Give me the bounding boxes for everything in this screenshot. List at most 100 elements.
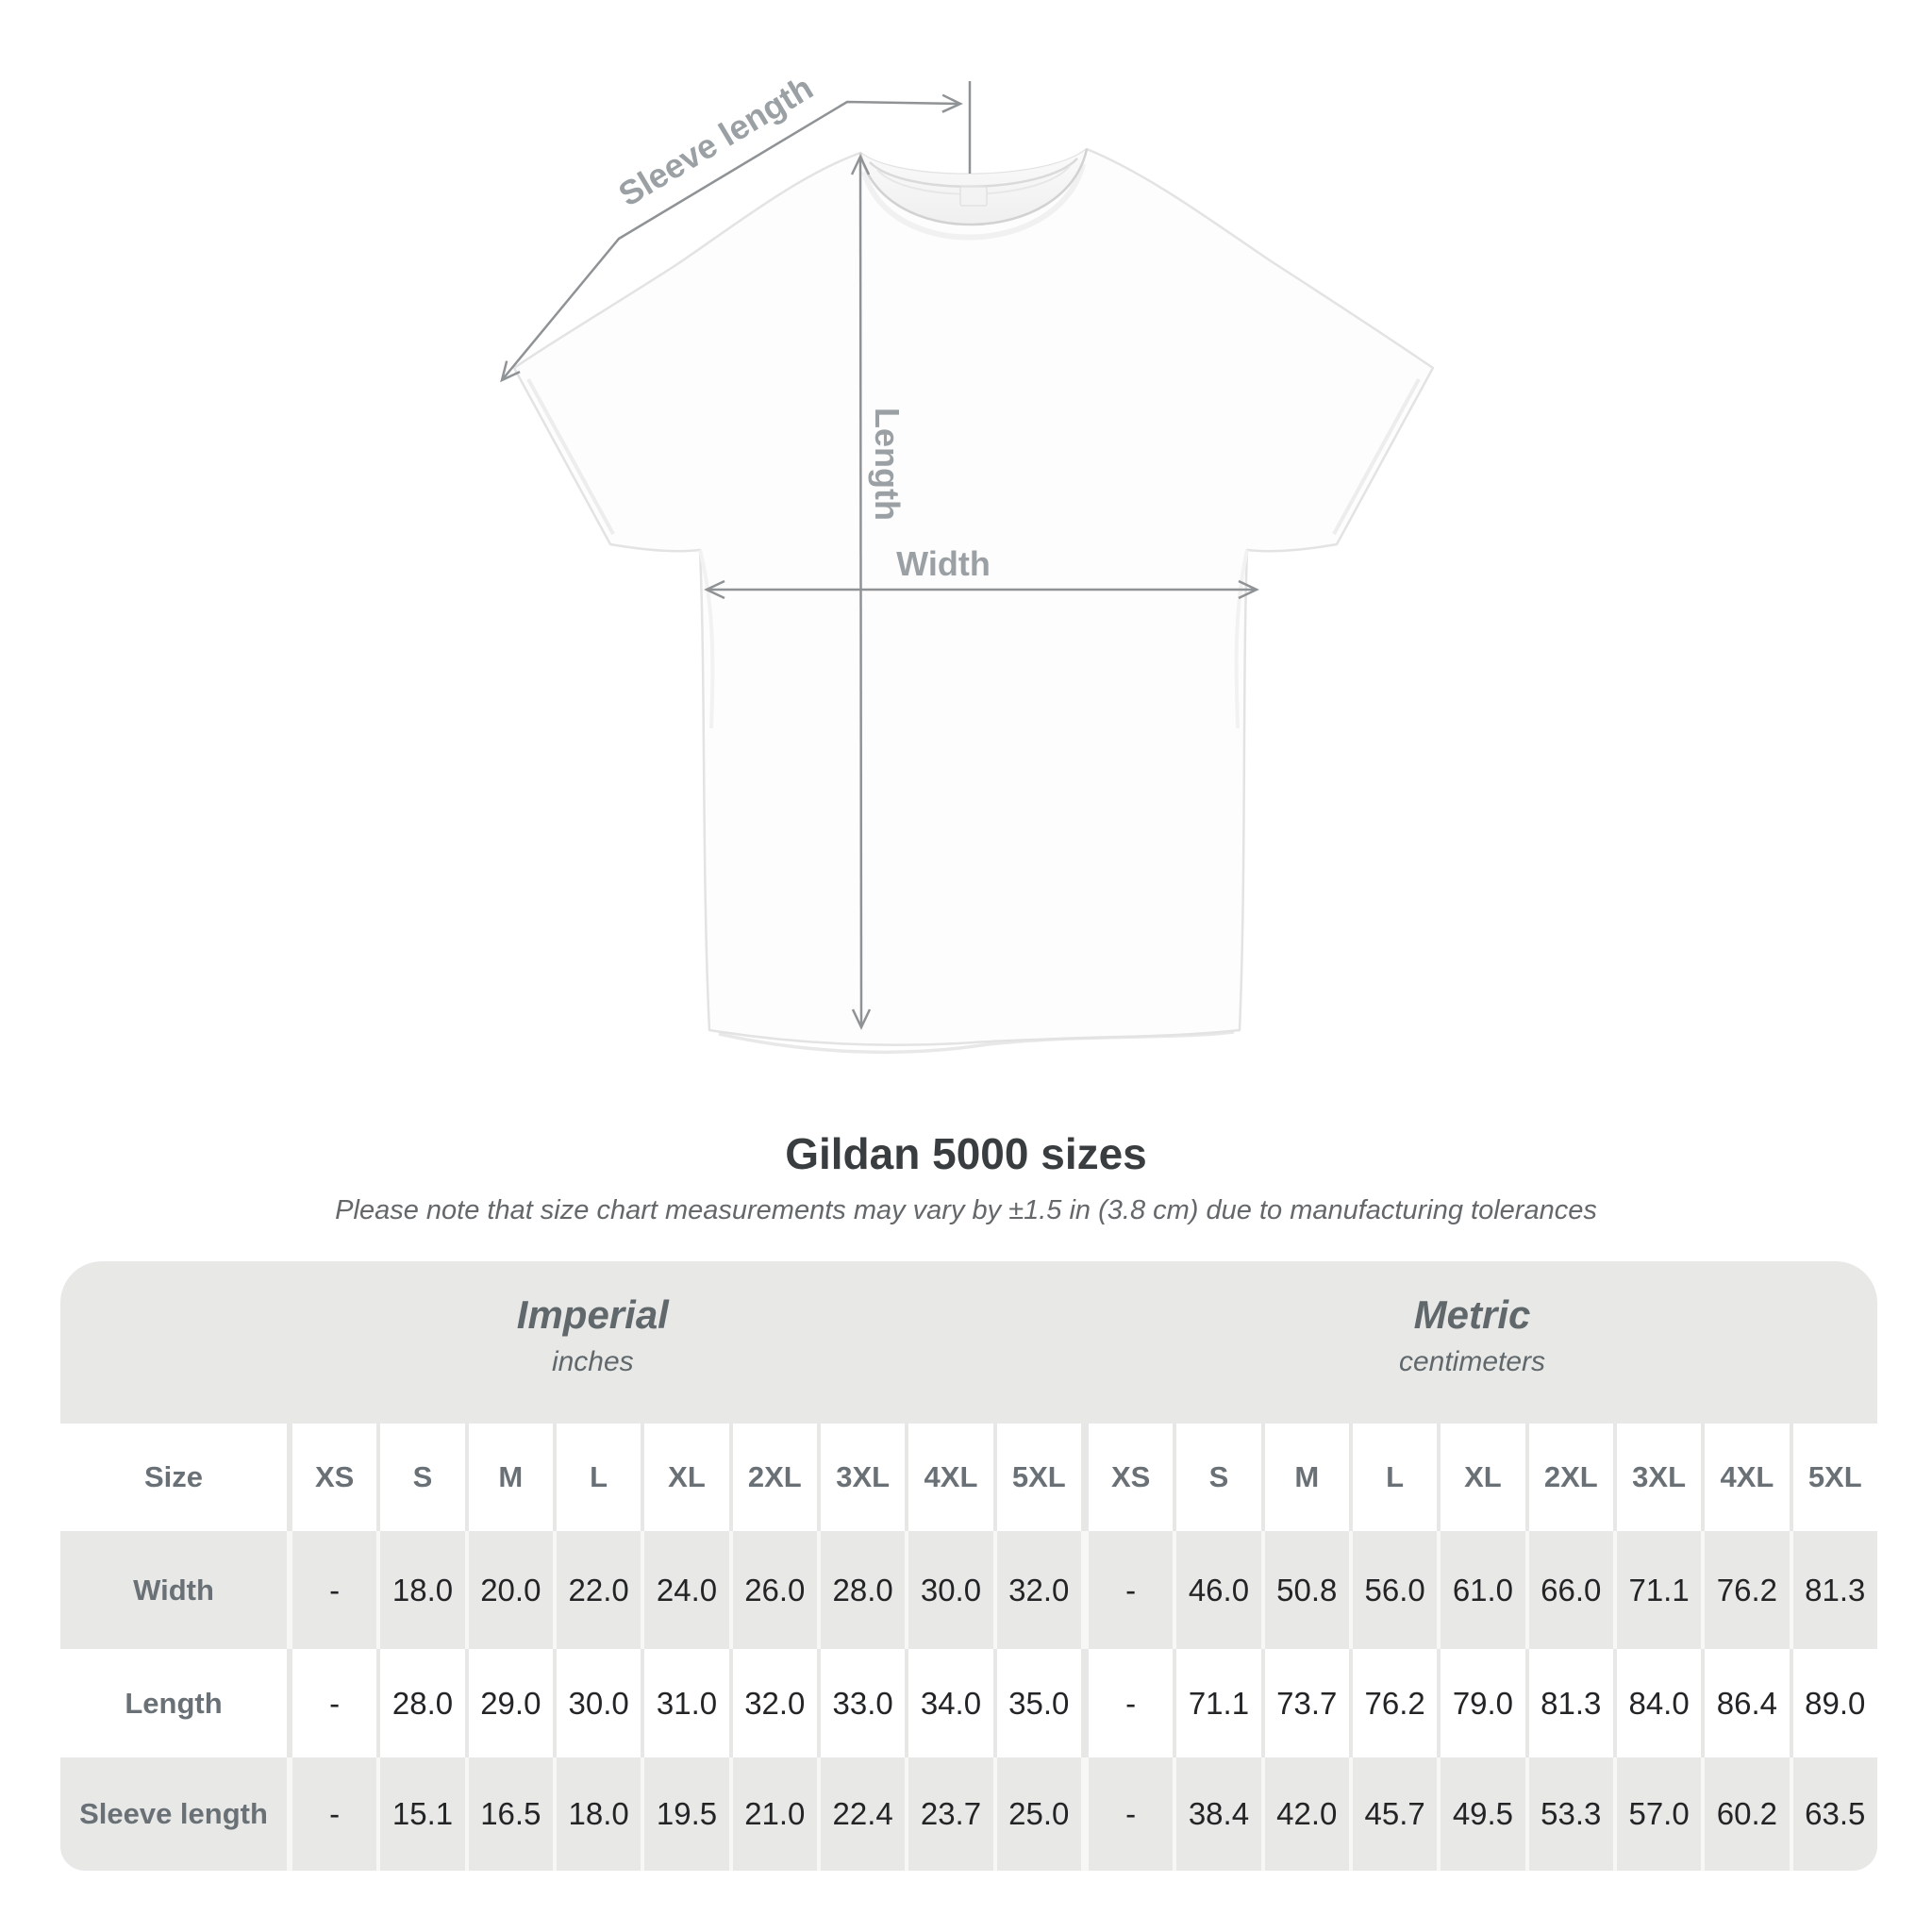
table-cell: - (287, 1649, 377, 1757)
table-cell: - (287, 1757, 377, 1871)
column-header: S (376, 1424, 465, 1531)
dimension-lines (500, 81, 1259, 1030)
table-cell: 73.7 (1260, 1649, 1349, 1757)
table-row: Sleeve length -15.1 16.5 18.0 19.5 21.0 22.4 23… (60, 1757, 1877, 1871)
table-cell: 18.0 (376, 1531, 465, 1649)
table-cell: 30.0 (905, 1531, 993, 1649)
column-header: 2XL (728, 1424, 817, 1531)
column-header: 5XL (1789, 1424, 1877, 1531)
table-cell: 25.0 (992, 1757, 1081, 1871)
table-cell: 32.0 (728, 1649, 817, 1757)
table-cell: 28.0 (816, 1531, 906, 1649)
column-header: L (552, 1424, 641, 1531)
tshirt-graphic (512, 147, 1435, 1055)
table-cell: 21.0 (728, 1757, 817, 1871)
table-cell: 50.8 (1260, 1531, 1349, 1649)
column-header: 4XL (905, 1424, 993, 1531)
table-cell: 26.0 (728, 1531, 817, 1649)
table-cell: - (1080, 1757, 1174, 1871)
column-header: XS (287, 1424, 377, 1531)
table-cell: 34.0 (905, 1649, 993, 1757)
table-cell: 53.3 (1524, 1757, 1613, 1871)
table-header-row: Size XS S M L XL 2XL 3XL 4XL 5XL XS S M L XL 2XL 3XL 4XL 5… (60, 1424, 1877, 1531)
page-subtitle: Please note that size chart measurements… (335, 1195, 1597, 1225)
column-header: 2XL (1524, 1424, 1613, 1531)
imperial-section-header: Imperial inches (517, 1261, 669, 1424)
column-header: XS (1080, 1424, 1174, 1531)
table-cell: 79.0 (1437, 1649, 1525, 1757)
tshirt-measurement-diagram: Sleeve length Length Width (500, 68, 1435, 1055)
table-cell: 32.0 (992, 1531, 1081, 1649)
table-cell: 23.7 (905, 1757, 993, 1871)
table-cell: 63.5 (1789, 1757, 1877, 1871)
table-cell: 81.3 (1524, 1649, 1613, 1757)
table-cell: 19.5 (641, 1757, 729, 1871)
size-table-rows: Size XS S M L XL 2XL 3XL 4XL 5XL XS S M L XL 2XL 3XL 4XL 5… (60, 1424, 1877, 1871)
table-cell: - (287, 1531, 377, 1649)
table-cell: 18.0 (552, 1757, 641, 1871)
table-cell: 16.5 (464, 1757, 553, 1871)
tshirt-body (512, 147, 1435, 1046)
size-chart-table: Imperial inches Metric centimeters Size X… (60, 1261, 1877, 1871)
length-label: Length (868, 408, 907, 521)
table-cell: 35.0 (992, 1649, 1081, 1757)
table-cell: 66.0 (1524, 1531, 1613, 1649)
table-cell: 42.0 (1260, 1757, 1349, 1871)
table-cell: 76.2 (1348, 1649, 1438, 1757)
hem-shadow (718, 1030, 1235, 1055)
table-cell: 61.0 (1437, 1531, 1525, 1649)
column-header: S (1173, 1424, 1261, 1531)
column-header: L (1348, 1424, 1438, 1531)
table-cell: 84.0 (1612, 1649, 1702, 1757)
page-title: Gildan 5000 sizes (785, 1129, 1147, 1178)
table-cell: 71.1 (1173, 1649, 1261, 1757)
table-row: Length -28.0 29.0 30.0 31.0 32.0 33.0 34.0 35.0-… (60, 1649, 1877, 1757)
table-cell: 46.0 (1173, 1531, 1261, 1649)
length-line (850, 154, 872, 1030)
table-cell: 22.0 (552, 1531, 641, 1649)
table-cell: 45.7 (1348, 1757, 1438, 1871)
width-label: Width (896, 544, 991, 583)
column-header: 3XL (816, 1424, 906, 1531)
table-cell: 56.0 (1348, 1531, 1438, 1649)
table-cell: 49.5 (1437, 1757, 1525, 1871)
column-header: M (1260, 1424, 1349, 1531)
table-cell: 33.0 (816, 1649, 906, 1757)
table-row: Width -18.0 20.0 22.0 24.0 26.0 28.0 30.0 32.0-4… (60, 1531, 1877, 1649)
size-column-header: Size (60, 1424, 287, 1531)
imperial-unit-label: inches (551, 1346, 634, 1378)
row-label: Width (60, 1531, 287, 1649)
table-cell: 86.4 (1701, 1649, 1790, 1757)
column-header: 5XL (992, 1424, 1081, 1531)
table-cell: - (1080, 1649, 1174, 1757)
imperial-label: Imperial (516, 1292, 669, 1337)
table-cell: 29.0 (464, 1649, 553, 1757)
column-header: 3XL (1612, 1424, 1702, 1531)
table-cell: 57.0 (1612, 1757, 1702, 1871)
heading-block: Gildan 5000 sizes Please note that size … (0, 1128, 1932, 1226)
column-header: XL (641, 1424, 729, 1531)
table-cell: 81.3 (1789, 1531, 1877, 1649)
units-banner: Imperial inches Metric centimeters (60, 1261, 1877, 1424)
row-label: Length (60, 1649, 287, 1757)
table-cell: 38.4 (1173, 1757, 1261, 1871)
column-header: M (464, 1424, 553, 1531)
table-cell: 31.0 (641, 1649, 729, 1757)
table-cell: 60.2 (1701, 1757, 1790, 1871)
metric-section-header: Metric centimeters (1399, 1261, 1545, 1424)
table-cell: - (1080, 1531, 1174, 1649)
table-cell: 22.4 (816, 1757, 906, 1871)
table-cell: 24.0 (641, 1531, 729, 1649)
table-cell: 20.0 (464, 1531, 553, 1649)
metric-label: Metric (1413, 1292, 1531, 1337)
sleeve-length-line (500, 93, 963, 383)
column-header: XL (1437, 1424, 1525, 1531)
table-cell: 71.1 (1612, 1531, 1702, 1649)
metric-unit-label: centimeters (1398, 1346, 1546, 1378)
collar-tag (959, 186, 988, 207)
table-cell: 89.0 (1789, 1649, 1877, 1757)
table-cell: 28.0 (376, 1649, 465, 1757)
table-cell: 30.0 (552, 1649, 641, 1757)
row-label: Sleeve length (60, 1757, 287, 1871)
column-header: 4XL (1701, 1424, 1790, 1531)
